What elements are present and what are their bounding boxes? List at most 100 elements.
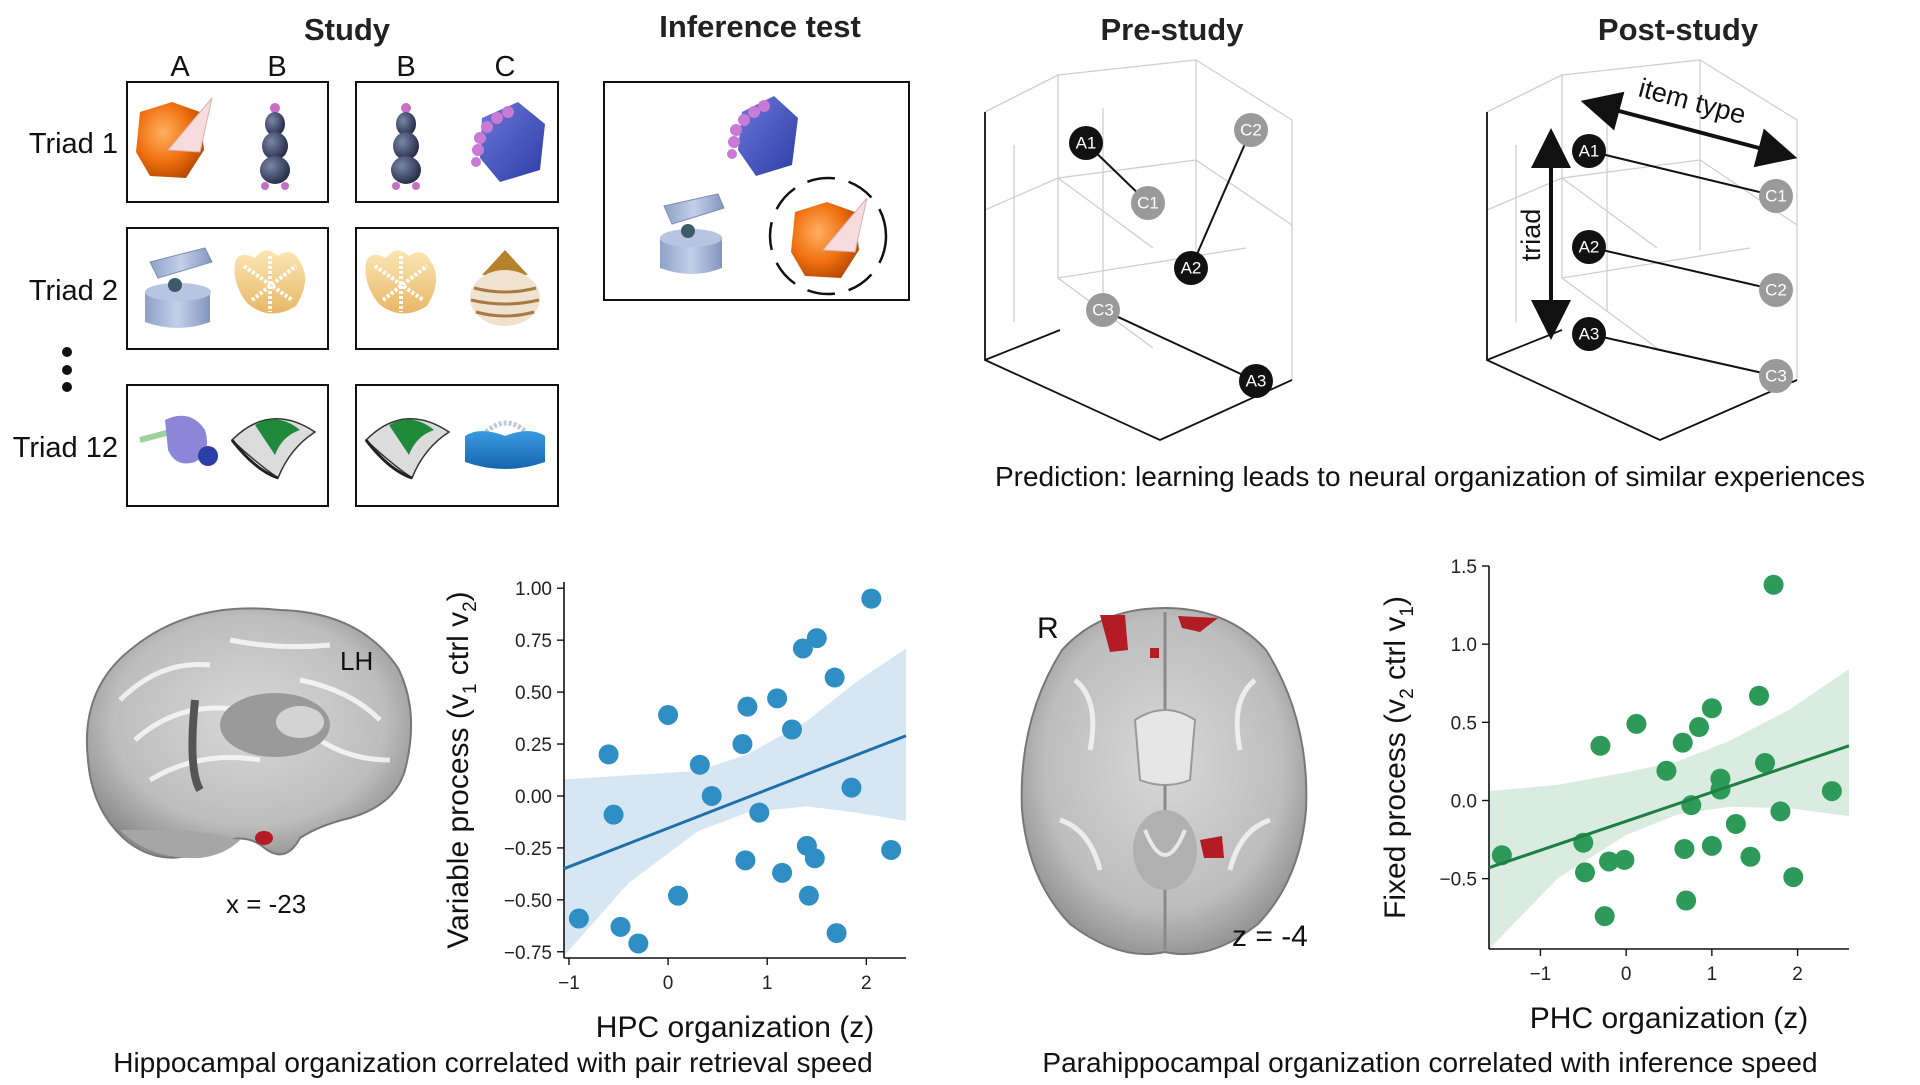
triad-2-label: Triad 2 bbox=[29, 275, 118, 307]
hpc-activation-blob bbox=[255, 831, 273, 845]
pre-node-c1: C1 bbox=[1131, 186, 1165, 220]
data-point-8 bbox=[1626, 713, 1647, 734]
post-study-title: Post-study bbox=[1598, 12, 1759, 47]
data-point-23 bbox=[1763, 574, 1784, 595]
y-tick-label: 1.5 bbox=[1451, 557, 1477, 578]
y-tick-label: 0.25 bbox=[515, 735, 552, 756]
data-point-8 bbox=[689, 754, 710, 775]
y-tick-label: 1.00 bbox=[515, 579, 552, 600]
y-tick-label: 0.75 bbox=[515, 631, 552, 652]
data-point-5 bbox=[628, 933, 649, 954]
data-point-25 bbox=[1783, 867, 1804, 888]
x-tick-label: 0 bbox=[1621, 964, 1632, 985]
navy-bead-stack-object bbox=[391, 103, 421, 190]
right-caption: Parahippocampal organization correlated … bbox=[1042, 1047, 1817, 1078]
data-point-12 bbox=[737, 696, 758, 717]
selected-choice-circle bbox=[768, 176, 888, 296]
triad-12-ab-box bbox=[126, 384, 329, 507]
svg-text:A1: A1 bbox=[1579, 142, 1600, 161]
x-tick-label: 0 bbox=[663, 973, 674, 994]
data-point-9 bbox=[701, 785, 722, 806]
y-tick-label: −0.5 bbox=[1439, 870, 1477, 891]
col-a-label: A bbox=[170, 51, 190, 83]
data-point-4 bbox=[1590, 735, 1611, 756]
data-point-19 bbox=[798, 885, 819, 906]
y-tick-label: −0.25 bbox=[504, 839, 552, 860]
pre-node-a2: A2 bbox=[1174, 251, 1208, 285]
triad-1-bc-box bbox=[355, 81, 559, 203]
blue-gem-object bbox=[471, 102, 545, 182]
post-node-c2: C2 bbox=[1759, 273, 1793, 307]
x-tick-label: 1 bbox=[762, 973, 773, 994]
data-point-11 bbox=[735, 850, 756, 871]
regression-line bbox=[1488, 744, 1850, 870]
svg-text:A1: A1 bbox=[1076, 134, 1097, 153]
data-point-10 bbox=[1672, 732, 1693, 753]
post-node-a2: A2 bbox=[1572, 230, 1606, 264]
confidence-band bbox=[1489, 669, 1849, 949]
data-point-22 bbox=[824, 667, 845, 688]
blue-handbag-object bbox=[465, 420, 545, 469]
svg-text:A2: A2 bbox=[1181, 259, 1202, 278]
svg-text:A3: A3 bbox=[1579, 325, 1600, 344]
data-point-18 bbox=[1710, 768, 1731, 789]
data-point-5 bbox=[1594, 906, 1615, 927]
y-tick-label: 0.00 bbox=[515, 787, 552, 808]
data-point-10 bbox=[732, 734, 753, 755]
phc-activation-blob bbox=[1200, 836, 1224, 858]
pre-study-title: Pre-study bbox=[1101, 12, 1245, 47]
data-point-6 bbox=[1599, 851, 1619, 872]
right-side-label: R bbox=[1037, 612, 1059, 645]
data-point-24 bbox=[841, 777, 862, 798]
data-point-14 bbox=[767, 688, 788, 709]
x-axis-label: PHC organization (z) bbox=[1530, 1002, 1808, 1035]
data-point-15 bbox=[772, 862, 793, 883]
navy-bead-stack-object bbox=[260, 103, 290, 190]
pre-node-a3: A3 bbox=[1239, 364, 1273, 398]
data-point-4 bbox=[610, 916, 631, 937]
post-link-3 bbox=[1588, 333, 1777, 377]
x-tick-label: 2 bbox=[861, 973, 872, 994]
post-link-2 bbox=[1588, 246, 1777, 291]
item-type-arrow bbox=[1580, 91, 1798, 168]
svg-text:C2: C2 bbox=[1765, 281, 1787, 300]
data-point-26 bbox=[1821, 781, 1842, 802]
post-node-a1: A1 bbox=[1572, 134, 1606, 168]
y-axis-label: Variable process (v1 ctrl v2) bbox=[442, 591, 481, 948]
data-point-16 bbox=[1701, 835, 1722, 856]
x-tick-label: −1 bbox=[1530, 964, 1552, 985]
col-c-label: C bbox=[495, 51, 516, 83]
triad-2-bc-box bbox=[355, 227, 559, 350]
data-point-14 bbox=[1689, 717, 1709, 738]
pre-link-2 bbox=[1190, 129, 1252, 269]
inference-title: Inference test bbox=[659, 9, 861, 44]
pre-node-a1: A1 bbox=[1069, 126, 1103, 160]
triad-2-ab-box bbox=[126, 227, 329, 350]
cream-shell-object bbox=[234, 250, 306, 314]
y-tick-label: −0.75 bbox=[504, 943, 552, 964]
data-point-25 bbox=[861, 588, 882, 609]
frontal-activation-small bbox=[1150, 648, 1159, 658]
svg-text:A2: A2 bbox=[1579, 238, 1600, 257]
hpc-scatter-chart: 1.00 0.75 0.50 0.25 0.00 −0.25 −0.50 −0.75 −1 0 1 2… bbox=[442, 579, 907, 1044]
pre-node-c2: C2 bbox=[1234, 113, 1268, 147]
triad-axis-label: triad bbox=[1516, 209, 1546, 262]
frontal-activation-left bbox=[1100, 615, 1128, 652]
triad-12-label: Triad 12 bbox=[13, 432, 118, 464]
data-point-21 bbox=[1749, 685, 1769, 706]
data-point-16 bbox=[782, 719, 802, 740]
steel-lid-box-object bbox=[660, 193, 725, 274]
data-point-23 bbox=[826, 923, 847, 944]
pre-link-3 bbox=[1102, 309, 1257, 382]
data-point-11 bbox=[1674, 838, 1695, 859]
cream-shell-object bbox=[365, 250, 437, 314]
ellipsis-dots bbox=[62, 347, 72, 392]
prediction-caption: Prediction: learning leads to neural org… bbox=[995, 461, 1865, 492]
svg-text:C3: C3 bbox=[1092, 301, 1114, 320]
post-link-1 bbox=[1588, 150, 1777, 197]
y-tick-label: 1.0 bbox=[1451, 635, 1477, 656]
orange-crystal-object bbox=[791, 197, 868, 278]
green-tent-object bbox=[364, 418, 451, 480]
axial-coord-label: z = -4 bbox=[1232, 920, 1308, 953]
